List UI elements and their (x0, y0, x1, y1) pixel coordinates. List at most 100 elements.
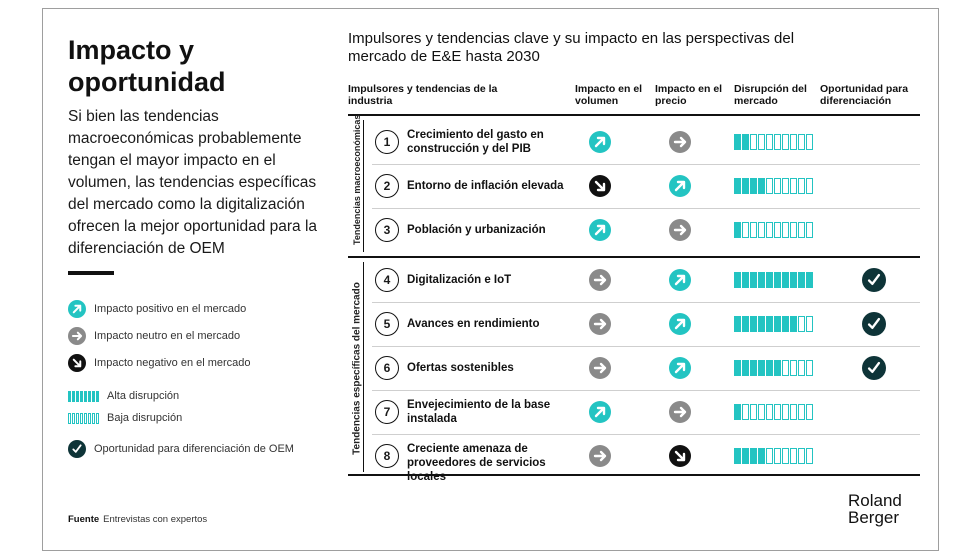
row-number: 5 (375, 312, 399, 336)
legend-low-label: Baja disrupción (107, 412, 183, 424)
disruption-bar (758, 222, 765, 238)
roland-berger-logo: Roland Berger (848, 492, 902, 526)
disruption-bar (782, 316, 789, 332)
row-label: Entorno de inflación elevada (407, 180, 564, 192)
disruption-bar (774, 448, 781, 464)
row-divider (372, 346, 920, 347)
col-head-volume: Impacto en el volumen (575, 83, 643, 107)
disruption-bar (782, 134, 789, 150)
disruption-bar (742, 272, 749, 288)
disruption-bar (782, 178, 789, 194)
source-text: Entrevistas con expertos (103, 514, 208, 525)
disruption-bar (798, 134, 805, 150)
disruption-bar (782, 360, 789, 376)
col-head-price: Impacto en el precio (655, 83, 723, 107)
legend-positive-label: Impacto positivo en el mercado (94, 303, 247, 315)
disruption-bar (766, 272, 773, 288)
disruption-bar (734, 222, 741, 238)
disruption-bar (750, 316, 757, 332)
legend-high-disruption: Alta disrupción (68, 390, 179, 402)
row-divider (372, 434, 920, 435)
row-number: 6 (375, 356, 399, 380)
infographic-frame (42, 8, 939, 551)
disruption-bar (798, 178, 805, 194)
negative-impact-icon (589, 175, 611, 197)
legend-neutral-label: Impacto neutro en el mercado (94, 330, 241, 342)
disruption-bar (798, 404, 805, 420)
disruption-bar (734, 448, 741, 464)
legend-high-label: Alta disrupción (107, 390, 180, 402)
neutral-impact-icon (669, 219, 691, 241)
high-disruption-bars (68, 390, 99, 402)
group-line-market (363, 262, 364, 472)
disruption-bar (734, 360, 741, 376)
disruption-bar (790, 316, 797, 332)
positive-impact-icon (669, 313, 691, 335)
positive-impact-icon (589, 401, 611, 423)
legend-low-disruption: Baja disrupción (68, 412, 182, 424)
row-number: 3 (375, 218, 399, 242)
disruption-bar (774, 134, 781, 150)
disruption-bar (742, 316, 749, 332)
disruption-bar (806, 222, 813, 238)
disruption-bar (774, 316, 781, 332)
low-disruption-bars (68, 412, 99, 424)
group-line-macro (363, 120, 364, 252)
positive-impact-icon (669, 269, 691, 291)
disruption-bar (766, 360, 773, 376)
row-label: Avances en rendimiento (407, 318, 540, 330)
disruption-bar (734, 272, 741, 288)
disruption-bar (774, 404, 781, 420)
logo-line2: Berger (848, 508, 900, 527)
disruption-bar (766, 404, 773, 420)
disruption-bars (734, 222, 813, 238)
disruption-bars (734, 134, 813, 150)
legend-opportunity-label: Oportunidad para diferenciación de OEM (94, 443, 294, 455)
disruption-bar (750, 360, 757, 376)
source-note: Fuente Entrevistas con expertos (68, 514, 207, 525)
disruption-bar (766, 316, 773, 332)
neutral-impact-icon (669, 401, 691, 423)
neutral-impact-icon (589, 269, 611, 291)
row-number: 1 (375, 130, 399, 154)
disruption-bar (742, 178, 749, 194)
disruption-bar (742, 134, 749, 150)
disruption-bar (790, 448, 797, 464)
row-label: Población y urbanización (407, 224, 546, 236)
positive-impact-icon (669, 357, 691, 379)
disruption-bar (742, 404, 749, 420)
disruption-bar (750, 448, 757, 464)
disruption-bar (806, 272, 813, 288)
disruption-bar (742, 360, 749, 376)
row-divider (372, 164, 920, 165)
disruption-bar (798, 222, 805, 238)
neutral-impact-icon (68, 327, 86, 345)
group-divider (348, 256, 920, 258)
disruption-bar (806, 316, 813, 332)
legend-opportunity: Oportunidad para diferenciación de OEM (68, 440, 294, 458)
col-head-opportunity: Oportunidad para diferenciación (820, 83, 909, 107)
logo-line1: Roland (848, 491, 902, 510)
group-label-macro: Tendencias macroeconómicas (352, 114, 362, 245)
neutral-impact-icon (589, 357, 611, 379)
disruption-bar (742, 222, 749, 238)
checkmark-icon (68, 440, 86, 458)
row-label: Digitalización e IoT (407, 274, 512, 286)
divider (68, 271, 114, 275)
row-number: 7 (375, 400, 399, 424)
col-head-disruption: Disrupción del mercado (734, 83, 807, 107)
checkmark-icon (862, 268, 886, 292)
neutral-impact-icon (589, 313, 611, 335)
disruption-bars (734, 404, 813, 420)
neutral-impact-icon (589, 445, 611, 467)
row-divider (372, 390, 920, 391)
legend-neutral: Impacto neutro en el mercado (68, 327, 240, 345)
disruption-bar (790, 178, 797, 194)
disruption-bar (790, 134, 797, 150)
disruption-bar (774, 222, 781, 238)
disruption-bar (750, 272, 757, 288)
disruption-bar (758, 272, 765, 288)
row-divider (372, 302, 920, 303)
footer-rule (348, 474, 920, 476)
disruption-bar (790, 272, 797, 288)
